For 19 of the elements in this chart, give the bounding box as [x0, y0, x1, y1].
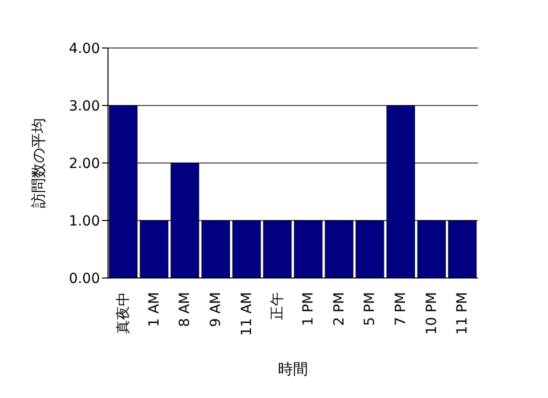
y-tick-label: 3.00	[68, 98, 100, 114]
x-tick-label: 2 PM	[331, 292, 348, 326]
x-tick-label: 1 AM	[146, 292, 162, 328]
x-tick-label: 11 AM	[238, 292, 255, 336]
x-tick-label: 7 PM	[392, 292, 409, 326]
y-tick-label: 0.00	[68, 270, 100, 287]
x-tick-label: 11 PM	[454, 292, 471, 335]
x-tick-label: 5 PM	[362, 292, 378, 326]
y-tick-label: 1.00	[68, 213, 100, 230]
y-tick-label: 2.00	[68, 156, 100, 172]
x-axis-title: 時間	[278, 360, 308, 378]
x-tick-label: 8 AM	[177, 292, 194, 328]
x-tick-label: 正午	[270, 292, 286, 320]
x-tick-label: 9 AM	[208, 292, 224, 328]
x-tick-label: 1 PM	[300, 292, 316, 326]
y-axis-title: 訪問数の平均	[29, 118, 48, 208]
x-tick-label: 真夜中	[115, 292, 132, 334]
y-tick-label: 4.00	[68, 40, 100, 57]
x-tick-label: 10 PM	[424, 292, 440, 335]
